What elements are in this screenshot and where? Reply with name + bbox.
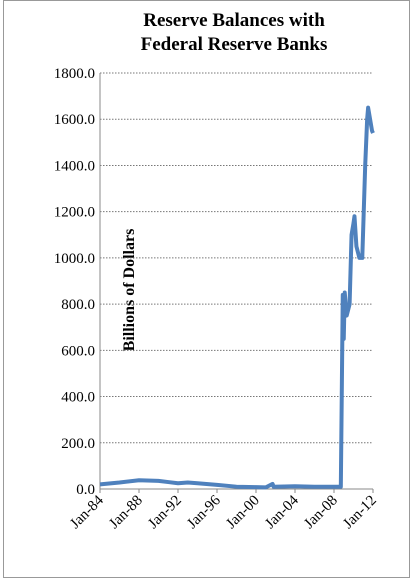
y-tick-label: 600.0 xyxy=(61,343,95,359)
y-tick-label: 1600.0 xyxy=(54,112,95,128)
y-tick-label: 400.0 xyxy=(61,390,95,406)
y-tick-label: 800.0 xyxy=(61,297,95,313)
data-line xyxy=(99,105,375,490)
y-tick-label: 200.0 xyxy=(61,436,95,452)
y-tick-label: 0.0 xyxy=(76,482,95,498)
chart-title: Reserve Balances with Federal Reserve Ban… xyxy=(141,10,328,55)
y-tick-label: 1800.0 xyxy=(54,66,95,82)
y-tick-label: 1400.0 xyxy=(54,158,95,174)
y-tick-label: 1200.0 xyxy=(54,205,95,221)
y-axis-label: Billions of Dollars xyxy=(121,229,138,352)
y-tick-label: 1000.0 xyxy=(54,251,95,267)
